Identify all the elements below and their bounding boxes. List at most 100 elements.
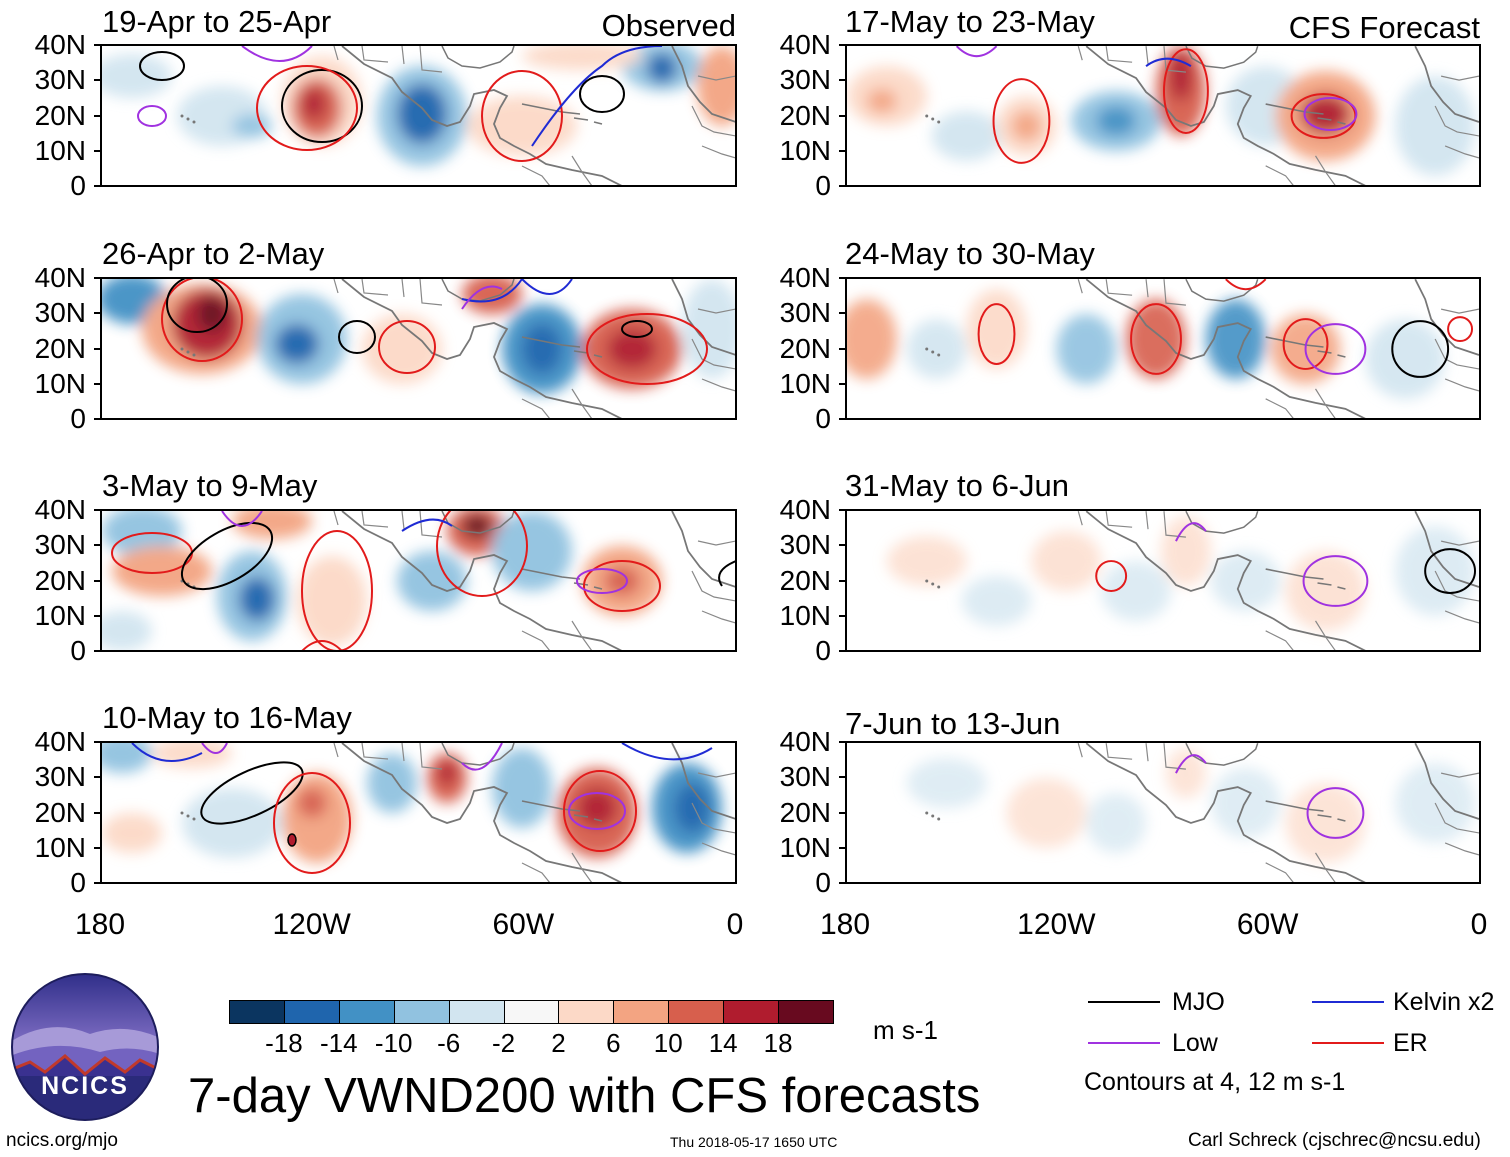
lat-tick-mark bbox=[94, 741, 100, 743]
colorbar-cell bbox=[283, 1000, 340, 1024]
lat-tick-label: 30N bbox=[779, 529, 831, 561]
lat-tick-mark bbox=[839, 79, 845, 82]
colorbar-units: m s-1 bbox=[873, 1015, 938, 1045]
panel-title-3: 26-Apr to 2-May bbox=[102, 236, 325, 271]
lat-tick-label: 10N bbox=[34, 134, 86, 166]
lon-tick-label: 0 bbox=[1470, 908, 1488, 941]
panel-title-4: 24-May to 30-May bbox=[845, 236, 1095, 271]
panel-tag-forecast: CFS Forecast bbox=[1288, 10, 1480, 45]
legend-label-kelvin: Kelvin x2 bbox=[1393, 988, 1495, 1016]
lat-tick-mark bbox=[94, 579, 100, 582]
lat-tick-label: 0 bbox=[70, 867, 86, 898]
colorbar-cell bbox=[723, 1000, 780, 1024]
lat-tick-mark bbox=[94, 650, 100, 652]
colorbar-tick-label: 10 bbox=[653, 1028, 683, 1058]
lat-tick-label: 30N bbox=[779, 297, 831, 329]
map-panel-1 bbox=[100, 44, 737, 187]
lat-tick-mark bbox=[94, 79, 100, 82]
colorbar-cell bbox=[229, 1000, 285, 1024]
colorbar-cell bbox=[448, 1000, 505, 1024]
colorbar-tick-label: -10 bbox=[374, 1028, 413, 1058]
lat-tick-mark bbox=[839, 312, 845, 315]
lat-tick-label: 20N bbox=[779, 332, 831, 364]
lat-tick-mark bbox=[94, 44, 100, 46]
lat-tick-label: 20N bbox=[779, 564, 831, 596]
legend-line-low bbox=[1088, 1042, 1160, 1044]
ncics-logo-icon bbox=[11, 973, 159, 1121]
panel-title-6: 31-May to 6-Jun bbox=[845, 468, 1069, 503]
lat-tick-label: 0 bbox=[70, 170, 86, 201]
colorbar-tick-label: -18 bbox=[265, 1028, 303, 1058]
lat-tick-mark bbox=[839, 776, 845, 779]
colorbar-cell bbox=[668, 1000, 725, 1024]
map-panel-7 bbox=[100, 741, 737, 884]
lat-tick-label: 40N bbox=[779, 494, 831, 525]
lon-tick-label: 180 bbox=[74, 908, 126, 941]
lat-tick-label: 40N bbox=[34, 494, 86, 525]
lat-tick-mark bbox=[839, 347, 845, 350]
lat-tick-mark bbox=[839, 650, 845, 652]
legend-line-er bbox=[1312, 1042, 1384, 1044]
main-title: 7-day VWND200 with CFS forecasts bbox=[188, 1069, 981, 1123]
map-panel-2 bbox=[845, 44, 1481, 187]
lon-tick-label: 180 bbox=[819, 908, 871, 941]
lat-tick-mark bbox=[839, 882, 845, 884]
lat-tick-label: 30N bbox=[34, 529, 86, 561]
lon-tick-label: 60W bbox=[492, 908, 555, 941]
legend-label-er: ER bbox=[1393, 1029, 1428, 1057]
lat-tick-label: 20N bbox=[34, 796, 86, 828]
colorbar-tick-label: -14 bbox=[320, 1028, 358, 1058]
lat-tick-label: 10N bbox=[779, 134, 831, 166]
lat-tick-label: 10N bbox=[779, 831, 831, 863]
lat-tick-mark bbox=[94, 614, 100, 617]
lat-tick-mark bbox=[94, 882, 100, 884]
legend-label-mjo: MJO bbox=[1172, 988, 1225, 1016]
lat-tick-label: 40N bbox=[34, 726, 86, 757]
lat-tick-mark bbox=[839, 185, 845, 187]
colorbar-cell bbox=[503, 1000, 560, 1024]
lat-tick-mark bbox=[94, 811, 100, 814]
lat-tick-label: 40N bbox=[34, 262, 86, 293]
map-panel-6 bbox=[845, 509, 1481, 652]
legend-note: Contours at 4, 12 m s-1 bbox=[1084, 1068, 1346, 1096]
lat-tick-label: 30N bbox=[34, 761, 86, 793]
map-panel-3 bbox=[100, 277, 737, 420]
panel-title-1: 19-Apr to 25-Apr bbox=[102, 4, 332, 39]
lat-tick-mark bbox=[94, 382, 100, 385]
lat-tick-mark bbox=[94, 418, 100, 420]
lat-tick-mark bbox=[839, 149, 845, 152]
lat-tick-label: 30N bbox=[779, 761, 831, 793]
lat-tick-label: 0 bbox=[815, 635, 831, 666]
lat-tick-label: 0 bbox=[815, 867, 831, 898]
lat-tick-label: 40N bbox=[779, 726, 831, 757]
lat-tick-mark bbox=[94, 312, 100, 315]
colorbar-tick-label: 18 bbox=[763, 1028, 793, 1058]
lat-tick-mark bbox=[839, 846, 845, 849]
colorbar-cell bbox=[778, 1000, 834, 1024]
lat-tick-mark bbox=[839, 579, 845, 582]
lat-tick-label: 40N bbox=[779, 262, 831, 293]
lat-tick-label: 10N bbox=[779, 599, 831, 631]
lat-tick-mark bbox=[839, 44, 845, 46]
panel-title-7: 10-May to 16-May bbox=[102, 700, 352, 735]
logo-text: NCICS bbox=[41, 1072, 129, 1100]
colorbar-tick-label: 14 bbox=[708, 1028, 738, 1058]
footer-timestamp: Thu 2018-05-17 1650 UTC bbox=[670, 1134, 838, 1150]
lat-tick-label: 10N bbox=[34, 831, 86, 863]
lat-tick-label: 20N bbox=[34, 99, 86, 131]
lat-tick-mark bbox=[94, 347, 100, 350]
lat-tick-mark bbox=[839, 418, 845, 420]
lat-tick-mark bbox=[94, 277, 100, 279]
lat-tick-label: 10N bbox=[779, 367, 831, 399]
lat-tick-label: 10N bbox=[34, 367, 86, 399]
map-panel-4 bbox=[845, 277, 1481, 420]
lat-tick-label: 0 bbox=[815, 403, 831, 434]
lat-tick-label: 30N bbox=[34, 297, 86, 329]
lat-tick-label: 0 bbox=[70, 635, 86, 666]
lat-tick-mark bbox=[839, 614, 845, 617]
lat-tick-mark bbox=[839, 277, 845, 279]
lat-tick-label: 30N bbox=[779, 64, 831, 96]
colorbar-cell bbox=[338, 1000, 395, 1024]
footer-link[interactable]: ncics.org/mjo bbox=[6, 1130, 118, 1151]
legend-label-low: Low bbox=[1172, 1029, 1218, 1057]
